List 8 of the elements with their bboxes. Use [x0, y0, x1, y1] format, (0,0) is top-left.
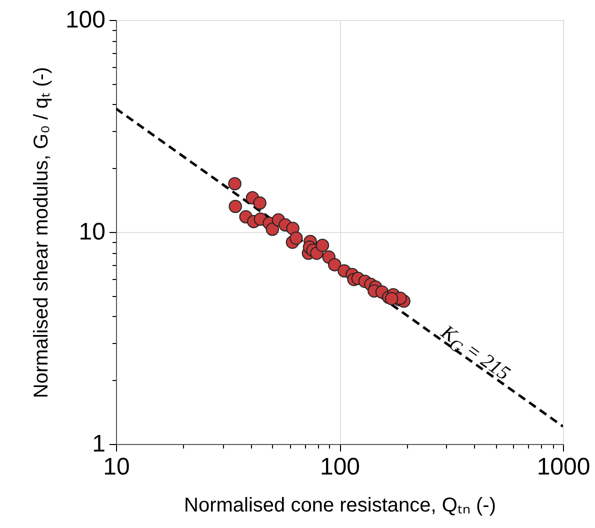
x-axis-title: Normalised cone resistance, Qₜₙ (-) [184, 494, 496, 516]
y-tick-label: 1 [92, 430, 106, 458]
x-tick-label: 1000 [536, 454, 590, 480]
x-tick-label: 100 [320, 454, 360, 480]
y-axis-title: Normalised shear modulus, G₀ / qₜ (-) [30, 66, 52, 398]
y-tick-label: 100 [65, 6, 106, 34]
y-tick-label: 10 [78, 218, 106, 246]
x-tick-label: 10 [103, 454, 130, 480]
